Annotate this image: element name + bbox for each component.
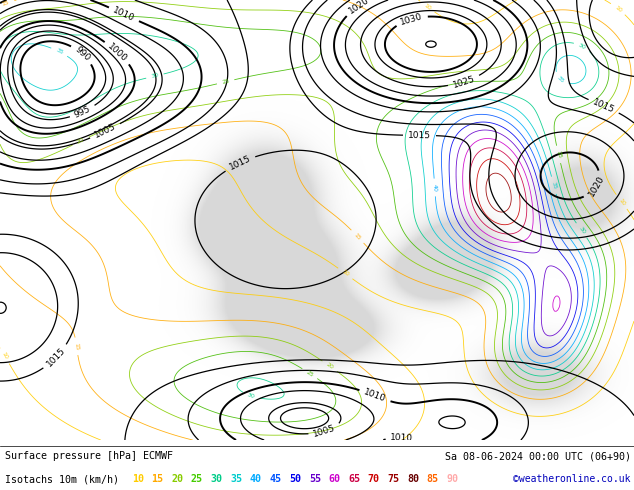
Text: 15: 15 bbox=[74, 342, 80, 350]
Text: 1030: 1030 bbox=[399, 12, 424, 26]
Text: 25: 25 bbox=[221, 78, 230, 85]
Text: 10: 10 bbox=[423, 2, 432, 11]
Text: 10: 10 bbox=[614, 4, 623, 13]
Text: 80: 80 bbox=[407, 474, 419, 484]
Text: 35: 35 bbox=[556, 75, 566, 84]
Text: 30: 30 bbox=[247, 392, 256, 399]
Text: 1015: 1015 bbox=[592, 97, 616, 115]
Text: 1005: 1005 bbox=[93, 122, 117, 140]
Text: 60: 60 bbox=[328, 474, 340, 484]
Text: 75: 75 bbox=[387, 474, 399, 484]
Text: 10: 10 bbox=[340, 269, 350, 278]
Text: 10: 10 bbox=[132, 474, 144, 484]
Text: 30: 30 bbox=[210, 474, 223, 484]
Text: 15: 15 bbox=[353, 232, 362, 241]
Text: 1010: 1010 bbox=[363, 388, 387, 404]
Text: 1025: 1025 bbox=[451, 74, 476, 90]
Text: 85: 85 bbox=[427, 474, 439, 484]
Text: 25: 25 bbox=[191, 474, 203, 484]
Text: Isotachs 10m (km/h): Isotachs 10m (km/h) bbox=[5, 474, 119, 484]
Text: 20: 20 bbox=[171, 474, 183, 484]
Text: 40: 40 bbox=[432, 183, 437, 192]
Text: 35: 35 bbox=[55, 48, 64, 56]
Text: 1015: 1015 bbox=[408, 131, 431, 140]
Text: 25: 25 bbox=[555, 150, 562, 159]
Text: Sa 08-06-2024 00:00 UTC (06+90): Sa 08-06-2024 00:00 UTC (06+90) bbox=[445, 451, 631, 461]
Text: 35: 35 bbox=[550, 181, 557, 190]
Text: 70: 70 bbox=[368, 474, 380, 484]
Text: 30: 30 bbox=[577, 226, 586, 235]
Text: 25: 25 bbox=[305, 369, 314, 378]
Text: 1010: 1010 bbox=[112, 5, 136, 23]
Text: 30: 30 bbox=[578, 42, 587, 50]
Text: 10: 10 bbox=[1, 351, 9, 361]
Text: 1015: 1015 bbox=[228, 154, 252, 172]
Text: 1000: 1000 bbox=[106, 41, 129, 63]
Text: Surface pressure [hPa] ECMWF: Surface pressure [hPa] ECMWF bbox=[5, 451, 173, 461]
Text: 990: 990 bbox=[73, 45, 92, 63]
Text: 90: 90 bbox=[446, 474, 458, 484]
Text: 35: 35 bbox=[230, 474, 242, 484]
Text: 20: 20 bbox=[76, 137, 85, 145]
Text: 10: 10 bbox=[618, 197, 626, 206]
Text: 15: 15 bbox=[152, 474, 164, 484]
Text: ©weatheronline.co.uk: ©weatheronline.co.uk bbox=[514, 474, 631, 484]
Text: 65: 65 bbox=[348, 474, 360, 484]
Text: 40: 40 bbox=[250, 474, 262, 484]
Text: 1020: 1020 bbox=[586, 174, 606, 198]
Text: 15: 15 bbox=[1, 0, 10, 7]
Text: 30: 30 bbox=[150, 73, 159, 79]
Text: 1020: 1020 bbox=[347, 0, 372, 16]
Text: 20: 20 bbox=[325, 362, 334, 370]
Text: 50: 50 bbox=[289, 474, 301, 484]
Text: 1015: 1015 bbox=[45, 346, 67, 368]
Text: 55: 55 bbox=[309, 474, 321, 484]
Text: 1010: 1010 bbox=[391, 433, 414, 443]
Text: 1005: 1005 bbox=[313, 423, 337, 439]
Text: 45: 45 bbox=[269, 474, 281, 484]
Text: 995: 995 bbox=[73, 104, 93, 120]
